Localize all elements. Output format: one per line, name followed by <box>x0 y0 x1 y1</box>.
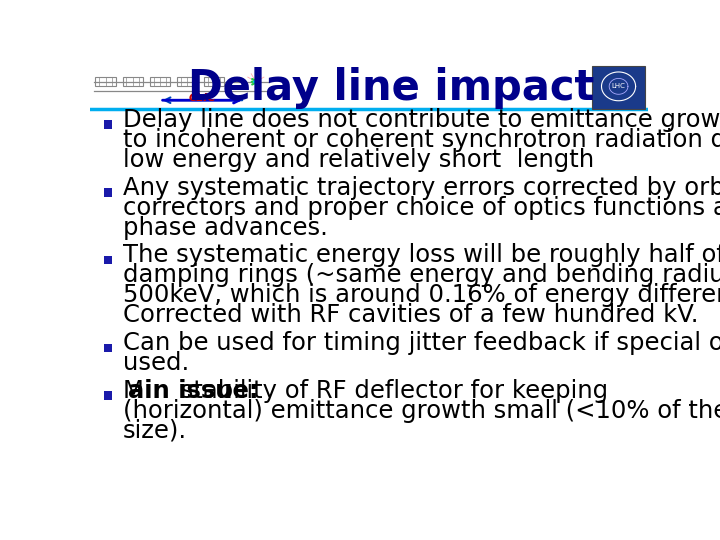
Text: to incoherent or coherent synchrotron radiation due to: to incoherent or coherent synchrotron ra… <box>122 128 720 152</box>
Text: 500keV, which is around 0.16% of energy difference.: 500keV, which is around 0.16% of energy … <box>122 284 720 307</box>
Bar <box>96 77 116 86</box>
Bar <box>104 188 112 197</box>
Text: LHC: LHC <box>611 83 626 89</box>
Text: M: M <box>122 379 143 403</box>
Text: Delay line impact: Delay line impact <box>188 67 595 109</box>
Text: The systematic energy loss will be roughly half of the: The systematic energy loss will be rough… <box>122 244 720 267</box>
Text: size).: size). <box>122 419 186 443</box>
Bar <box>122 77 143 86</box>
Text: CLIC: CLIC <box>189 93 216 103</box>
Text: used.: used. <box>122 351 189 375</box>
Text: (horizontal) emittance growth small (<10% of the beam: (horizontal) emittance growth small (<10… <box>122 399 720 423</box>
Bar <box>150 77 170 86</box>
Text: phase advances.: phase advances. <box>122 215 328 240</box>
Bar <box>593 66 645 109</box>
Bar <box>104 120 112 129</box>
Text: stability of RF deflector for keeping: stability of RF deflector for keeping <box>174 379 608 403</box>
Text: correctors and proper choice of optics functions and: correctors and proper choice of optics f… <box>122 195 720 220</box>
Text: Can be used for timing jitter feedback if special optics: Can be used for timing jitter feedback i… <box>122 331 720 355</box>
Bar <box>204 77 224 86</box>
Bar <box>177 77 197 86</box>
Bar <box>104 256 112 264</box>
Bar <box>104 392 112 400</box>
Text: Corrected with RF cavities of a few hundred kV.: Corrected with RF cavities of a few hund… <box>122 303 698 327</box>
Text: ain issue:: ain issue: <box>128 379 259 403</box>
Text: low energy and relatively short  length: low energy and relatively short length <box>122 148 594 172</box>
Text: Any systematic trajectory errors corrected by orbit: Any systematic trajectory errors correct… <box>122 176 720 200</box>
Text: Delay line does not contribute to emittance growth due: Delay line does not contribute to emitta… <box>122 108 720 132</box>
Bar <box>104 343 112 352</box>
Text: damping rings (~same energy and bending radius), i.e.: damping rings (~same energy and bending … <box>122 264 720 287</box>
